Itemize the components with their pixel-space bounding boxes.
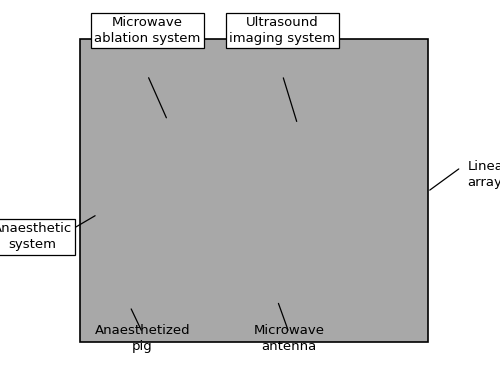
- Text: Anaesthetized
pig: Anaesthetized pig: [94, 324, 190, 353]
- Text: Ultrasound
imaging system: Ultrasound imaging system: [230, 16, 336, 45]
- Text: Microwave
ablation system: Microwave ablation system: [94, 16, 200, 45]
- FancyBboxPatch shape: [80, 39, 428, 342]
- Text: Anaesthetic
system: Anaesthetic system: [0, 222, 72, 252]
- Text: Microwave
antenna: Microwave antenna: [254, 324, 324, 353]
- Text: Linear
array: Linear array: [468, 160, 500, 190]
